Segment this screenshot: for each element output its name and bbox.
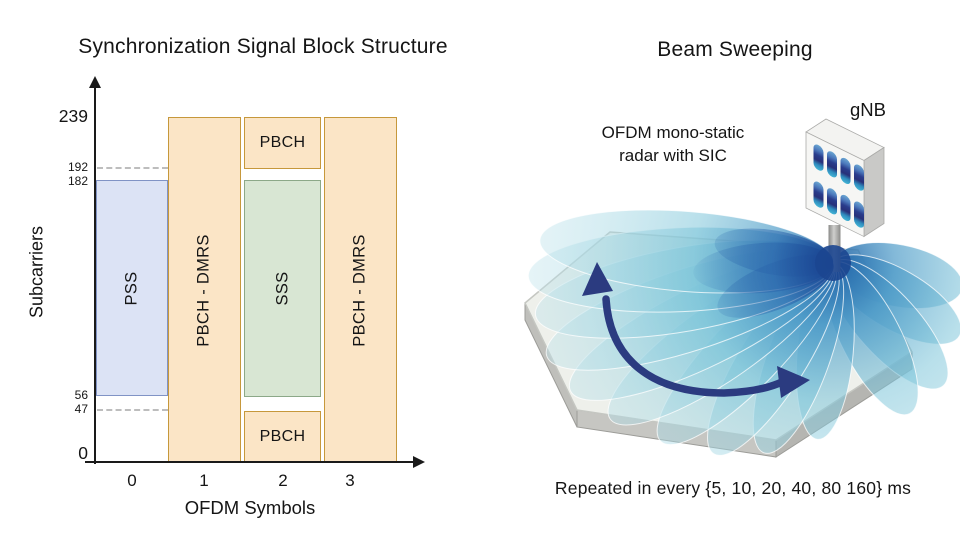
block-sss-label: SSS: [272, 271, 291, 306]
guide-line-192: [97, 167, 168, 169]
y-tick-239: 239: [58, 106, 88, 126]
y-tick-192: 192: [67, 160, 88, 174]
block-pbch-dmrs-sym1-label: PBCH - DMRS: [195, 233, 214, 347]
antenna-elements: [813, 144, 864, 228]
sweep-arrow: [582, 262, 810, 398]
beam-sweeping-illustration: [524, 118, 960, 458]
sweep-arrowhead-right: [777, 366, 810, 398]
x-tick-3: 3: [345, 471, 355, 490]
beam-core: [693, 228, 851, 318]
gnb-panel-side-face: [863, 146, 885, 238]
radar-note-line1: OFDM mono-static: [601, 123, 745, 142]
block-pbch-dmrs-sym3: PBCH - DMRS: [324, 117, 397, 463]
x-tick-1: 1: [199, 471, 209, 490]
y-axis: [94, 86, 96, 464]
y-tick-182: 182: [67, 174, 88, 188]
block-pbch-dmrs-sym1: PBCH - DMRS: [168, 117, 241, 463]
y-tick-0: 0: [78, 443, 88, 463]
x-axis-title: OFDM Symbols: [184, 497, 316, 518]
repetition-caption: Repeated in every {5, 10, 20, 40, 80 160…: [554, 478, 912, 498]
gnb-panel: [805, 118, 885, 238]
block-pbch-dmrs-sym3-label: PBCH - DMRS: [351, 233, 370, 347]
block-pbch-top: PBCH: [244, 117, 321, 169]
block-pbch-bottom: PBCH: [244, 411, 321, 463]
x-axis: [85, 461, 415, 463]
block-pss-label: PSS: [122, 271, 141, 305]
block-pbch-bottom-label: PBCH: [259, 428, 306, 445]
radar-note-line2: radar with SIC: [619, 146, 727, 165]
y-axis-arrow-icon: [89, 76, 101, 88]
x-tick-2: 2: [278, 471, 288, 490]
block-pbch-top-label: PBCH: [259, 134, 306, 151]
beam-panel-title: Beam Sweeping: [657, 38, 813, 61]
y-tick-47: 47: [74, 402, 88, 416]
y-tick-56: 56: [74, 388, 88, 402]
block-sss: SSS: [244, 180, 321, 397]
radar-note: OFDM mono-static radar with SIC: [553, 121, 793, 167]
x-tick-0: 0: [127, 471, 137, 490]
block-pss: PSS: [96, 180, 168, 396]
y-axis-title: Subcarriers: [26, 225, 47, 319]
guide-line-47: [97, 409, 168, 411]
ssb-chart-title: Synchronization Signal Block Structure: [78, 35, 448, 58]
x-axis-arrow-icon: [413, 456, 425, 468]
sweep-arrowhead-up: [582, 262, 613, 296]
gnb-label: gNB: [850, 99, 886, 120]
